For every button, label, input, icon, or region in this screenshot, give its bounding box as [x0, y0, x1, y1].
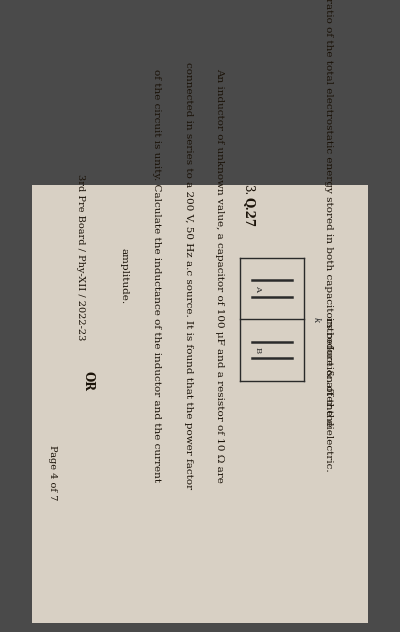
Text: of the circuit is unity. Calculate the inductance of the inductor and the curren: of the circuit is unity. Calculate the i…	[152, 70, 160, 482]
Bar	[32, 185, 368, 623]
Text: 3rd Pre Board / Phy-XII / 2022-23: 3rd Pre Board / Phy-XII / 2022-23	[76, 174, 84, 341]
Text: Page 4 of 7: Page 4 of 7	[48, 444, 56, 500]
Text: k: k	[312, 317, 320, 322]
Text: introduction of the dielectric.: introduction of the dielectric.	[324, 317, 332, 472]
Text: An inductor of unknown value, a capacitor of 100 μF and a resistor of 10 Ω are: An inductor of unknown value, a capacito…	[216, 68, 224, 483]
Text: ratio of the total electrostatic energy stored in both capacitors before & after: ratio of the total electrostatic energy …	[324, 0, 332, 427]
Text: connected in series to a 200 V, 50 Hz a.c source. It is found that the power fac: connected in series to a 200 V, 50 Hz a.…	[184, 63, 192, 489]
Text: Q.27: Q.27	[242, 197, 254, 227]
Text: OR: OR	[82, 371, 94, 391]
Text: B: B	[254, 347, 262, 353]
Text: 3.: 3.	[242, 183, 254, 195]
Text: amplitude.: amplitude.	[120, 248, 128, 304]
Text: A: A	[254, 286, 262, 291]
